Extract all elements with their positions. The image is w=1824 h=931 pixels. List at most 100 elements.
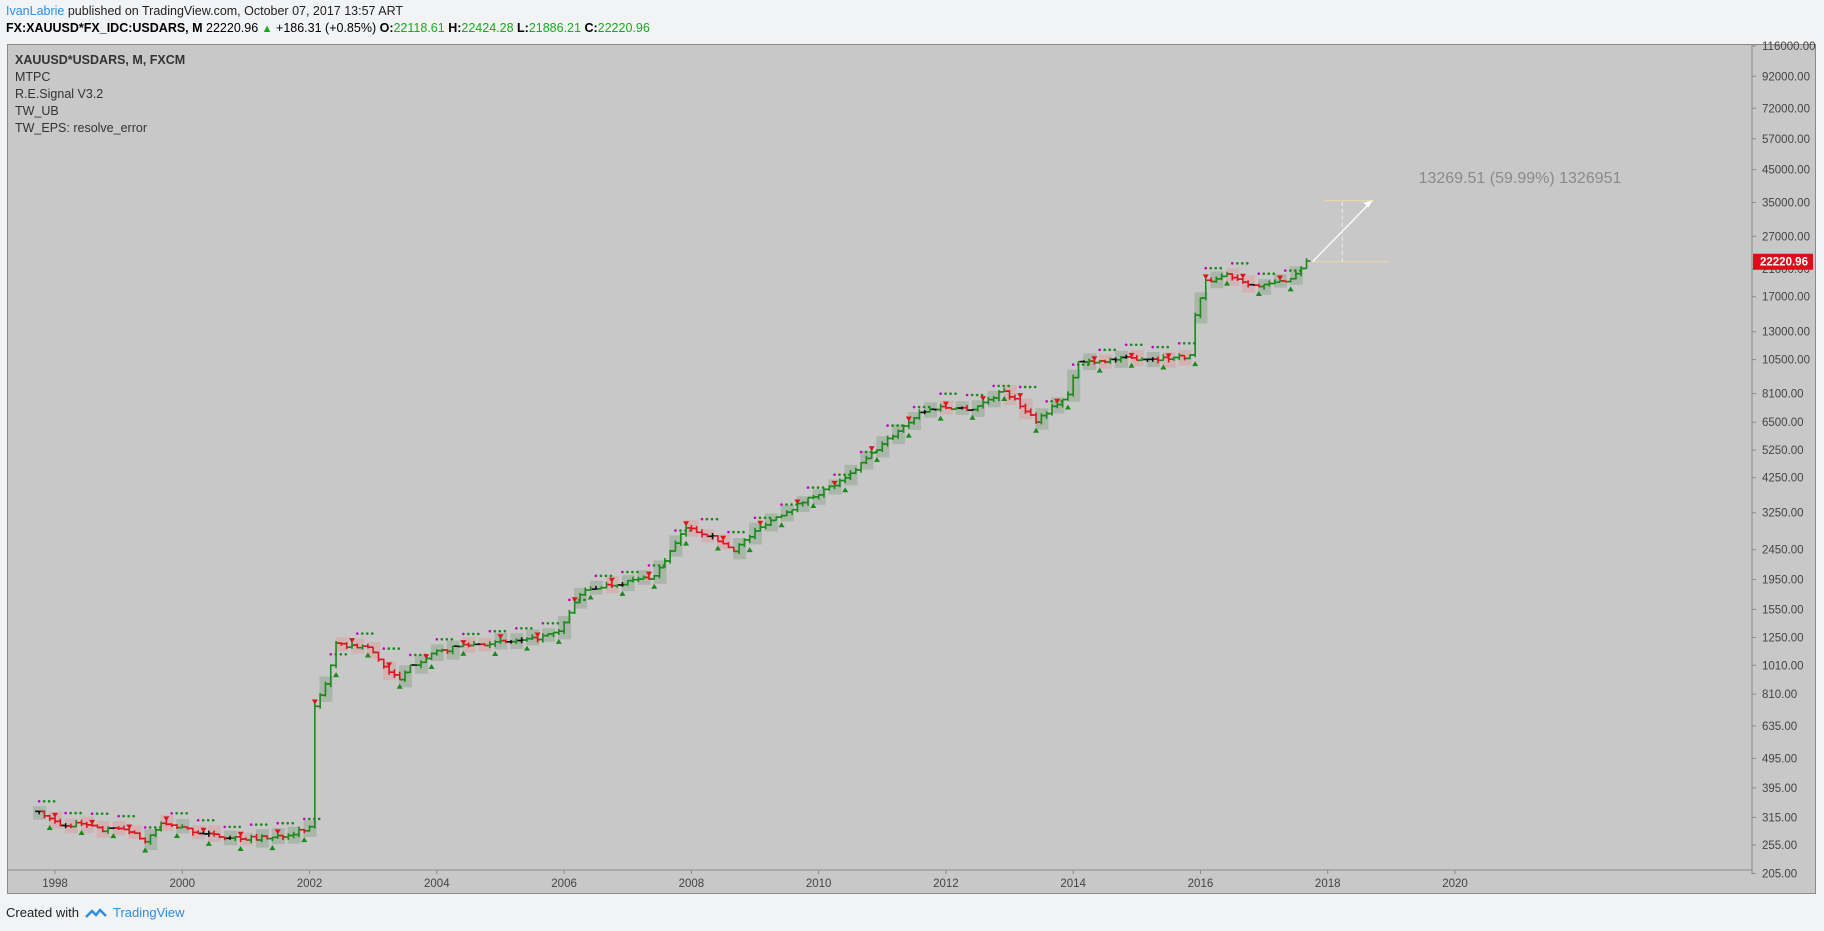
signal-dot [515,626,518,630]
chart-frame[interactable] [7,44,1816,894]
signal-dot [541,621,545,625]
buy-signal-icon [142,847,149,853]
legend-indicator[interactable]: TW_UB [15,104,59,118]
legend-indicator[interactable]: TW_EPS: resolve_error [15,121,147,135]
signal-dot [896,424,899,427]
signal-dot [488,629,492,633]
signal-dot [551,621,555,625]
signal-dot [833,473,836,476]
buy-signal-icon [555,638,562,644]
high-label: H: [448,21,462,35]
signal-dot [1289,269,1292,272]
signal-dot [344,652,348,656]
signal-dot [1081,363,1085,366]
buy-signal-icon [1033,427,1040,433]
time-tick-label: 2008 [679,878,705,890]
sell-signal-icon [200,827,207,833]
signal-dot [264,823,268,826]
signal-dot [397,647,401,650]
legend-indicator[interactable]: MTPC [15,70,51,84]
signal-dot [64,811,67,815]
last-price-tag-label: 22220.96 [1760,257,1808,269]
signal-dot [546,621,550,625]
signal-dot [95,812,99,815]
sell-signal-icon [942,401,949,407]
signal-dot [79,811,82,815]
publish-info: IvanLabrie published on TradingView.com,… [6,4,403,18]
sell-signal-icon [980,396,987,402]
sell-signal-icon [348,638,355,644]
buy-signal-icon [937,415,944,421]
price-tick-label: 1250.00 [1762,632,1804,644]
buy-signal-icon [842,487,849,493]
signal-dot [970,393,974,397]
signal-dot [462,632,465,636]
buy-signal-icon [714,545,721,551]
buy-signal-icon [651,583,658,589]
signal-dot [206,818,210,822]
symbol-label: FX:XAUUSD*FX_IDC:USDARS, M [6,21,203,35]
signal-dot [281,821,285,825]
buy-signal-icon [1064,404,1071,410]
signal-dot [74,811,77,815]
signal-dot [185,811,188,815]
sell-signal-icon [608,577,615,583]
sell-signal-icon [89,819,96,825]
signal-dot [175,811,178,815]
signal-dot [1166,345,1170,349]
signal-dot [477,632,480,636]
signal-dot [599,574,603,578]
signal-dot [503,629,507,633]
price-tick-label: 27000.00 [1762,231,1810,243]
projection-label: 13269.51 (59.99%) 1326951 [1419,170,1622,187]
signal-dot [821,486,825,489]
time-tick-label: 2018 [1315,878,1341,890]
signal-dot [922,405,926,409]
tradingview-link[interactable]: TradingView [112,905,185,920]
buy-signal-icon [333,672,340,678]
signal-dot [498,629,502,633]
price-tick-label: 255.00 [1762,840,1797,852]
sell-signal-icon [720,535,727,541]
signal-dot [604,574,608,578]
signal-dot [100,812,104,815]
legend-indicator[interactable]: R.E.Signal V3.2 [15,87,104,101]
sell-signal-icon [163,816,170,822]
signal-dot [997,384,1000,388]
price-tick-label: 1950.00 [1762,574,1804,586]
tradingview-logo-icon [85,907,107,918]
signal-dot [90,812,94,815]
sell-signal-icon [868,446,875,452]
signal-dot [440,637,444,641]
buy-signal-icon [619,590,626,596]
sell-signal-icon [683,521,690,527]
buy-signal-icon [587,594,594,600]
buy-signal-icon [173,832,180,838]
signal-dot [1124,343,1128,347]
signal-dot [652,564,656,567]
signal-dot [780,503,783,506]
price-tick-label: 8100.00 [1762,388,1804,400]
signal-dot [238,825,241,829]
open-value: 22118.61 [393,21,445,35]
signal-dot [117,814,120,818]
signal-dot [105,812,109,815]
signal-dot [52,799,56,803]
sell-signal-icon [905,416,912,422]
signal-dot [594,574,598,578]
price-tick-label: 4250.00 [1762,473,1804,485]
signal-dot [806,486,810,489]
sell-signal-icon [52,812,58,818]
signal-dot [329,652,333,656]
signal-dot [790,503,793,506]
signal-dot [276,821,280,825]
author-link[interactable]: IvanLabrie [6,4,65,18]
signal-dot [1098,348,1101,352]
signal-dot [69,811,72,815]
buy-signal-icon [301,837,308,843]
sell-signal-icon [1202,274,1209,280]
signal-dot [435,637,439,641]
signal-dot [917,405,921,409]
signal-dot [1108,348,1111,352]
